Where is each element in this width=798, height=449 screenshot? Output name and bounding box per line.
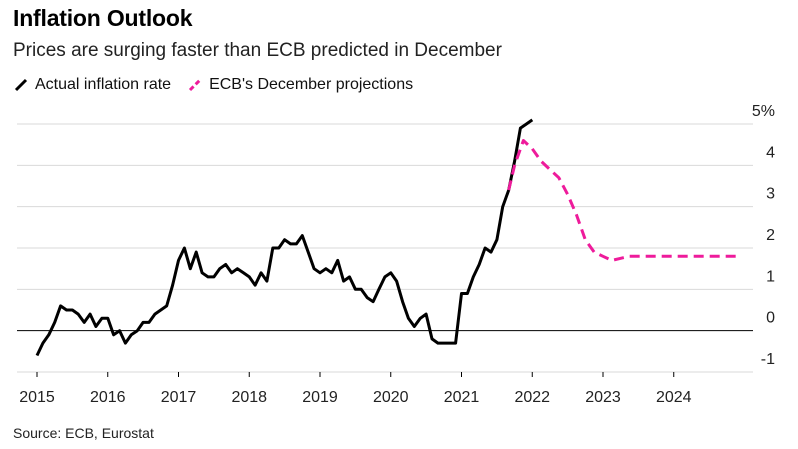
legend-item-actual: Actual inflation rate <box>13 76 171 94</box>
chart-title: Inflation Outlook <box>13 5 193 31</box>
x-tick-label: 2019 <box>302 389 338 406</box>
legend-item-projection: ECB's December projections <box>187 76 413 94</box>
chart-legend: Actual inflation rate ECB's December pro… <box>13 73 429 97</box>
legend-label-actual: Actual inflation rate <box>35 76 172 93</box>
legend-label-projection: ECB's December projections <box>209 76 414 93</box>
actual-inflation-line <box>35 118 534 357</box>
y-tick-label: -1 <box>761 351 775 368</box>
tick-labels: 5% 4 3 2 1 0 -1 2015 2016 2017 2018 2019 2020 2021 202… <box>19 103 775 406</box>
x-tick-label: 2021 <box>444 389 480 406</box>
x-tick-label: 2022 <box>514 389 550 406</box>
chart-subtitle: Prices are surging faster than ECB predi… <box>13 40 502 61</box>
y-tick-label: 0 <box>766 310 775 327</box>
series-lines <box>35 118 741 357</box>
x-tick-label: 2020 <box>373 389 409 406</box>
x-tick-label: 2023 <box>585 389 621 406</box>
y-tick-label: 5% <box>752 103 775 120</box>
x-tick-label: 2016 <box>90 389 126 406</box>
y-tick-label: 3 <box>766 186 775 203</box>
x-tick-label: 2018 <box>231 389 267 406</box>
x-tick-label: 2024 <box>656 389 692 406</box>
source-note: Source: ECB, Eurostat <box>13 425 154 441</box>
y-tick-label: 4 <box>766 144 775 161</box>
y-tick-label: 2 <box>766 227 775 244</box>
solid-line-icon <box>14 78 28 92</box>
gridlines <box>17 123 753 373</box>
x-tick-label: 2015 <box>19 389 55 406</box>
x-tick-label: 2017 <box>161 389 197 406</box>
projection-line <box>507 139 741 262</box>
y-tick-label: 1 <box>766 268 775 285</box>
x-axis <box>36 372 675 377</box>
dashed-line-icon <box>189 78 202 92</box>
